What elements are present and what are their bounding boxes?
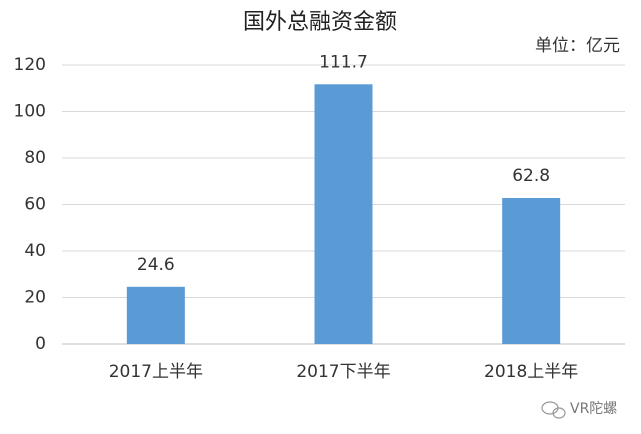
bar [314,84,373,345]
chart-title: 国外总融资金额 [243,10,397,35]
data-label: 62.8 [512,166,550,186]
bar [126,286,185,344]
y-tick-label: 80 [24,148,46,168]
watermark: VR陀螺 [570,401,617,417]
bar [502,197,561,344]
unit-label: 单位：亿元 [535,36,620,56]
watermark-icon [541,401,566,419]
x-tick-label: 2018上半年 [484,362,578,382]
y-tick-label: 60 [24,195,46,215]
x-tick-label: 2017下半年 [296,362,390,382]
watermark-icon-shape [552,407,566,419]
y-tick-label: 120 [14,55,46,75]
data-label: 111.7 [319,52,368,72]
data-label: 24.6 [137,255,175,275]
y-tick-label: 0 [35,334,46,354]
y-tick-label: 100 [14,102,46,122]
x-tick-label: 2017上半年 [109,362,203,382]
y-tick-label: 20 [24,288,46,308]
y-tick-label: 40 [24,241,46,261]
